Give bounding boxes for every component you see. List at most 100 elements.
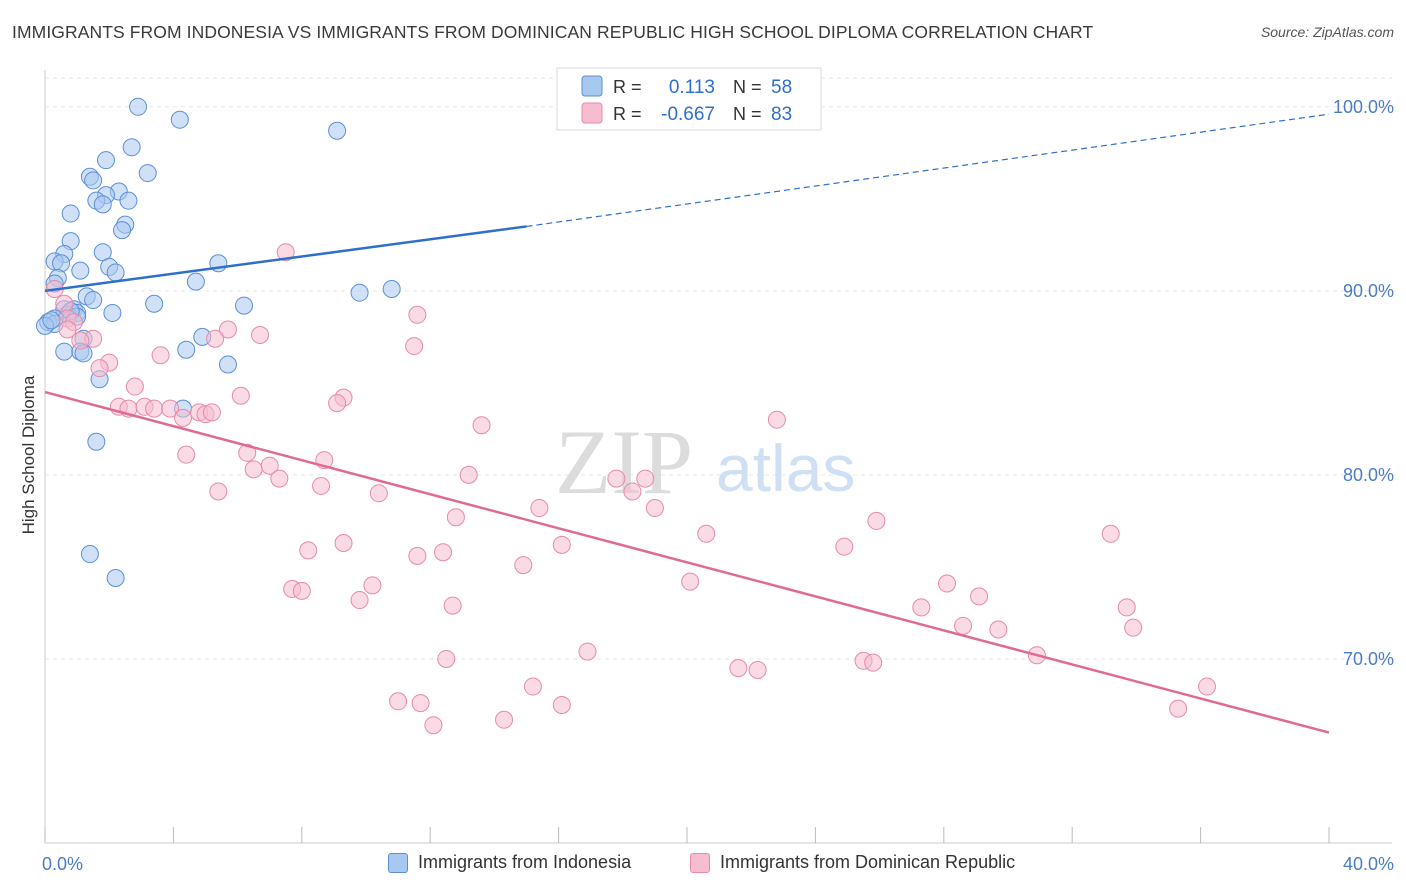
legend-box: R = 0.113 N = 58 R = -0.667 N = 83 xyxy=(556,67,822,131)
data-point xyxy=(292,581,311,600)
watermark-atlas: atlas xyxy=(716,431,855,505)
data-point xyxy=(96,151,115,170)
legend-r-value: 0.113 xyxy=(669,77,715,98)
legend-swatch-indonesia xyxy=(581,75,603,97)
data-point xyxy=(55,342,74,361)
data-point xyxy=(912,598,931,617)
source-label: Source: ZipAtlas.com xyxy=(1260,24,1394,40)
data-point xyxy=(1117,598,1136,617)
data-point xyxy=(106,263,125,282)
data-point xyxy=(607,469,626,488)
data-point xyxy=(443,596,462,615)
data-point xyxy=(177,445,196,464)
data-point xyxy=(244,460,263,479)
y-tick-label: 90.0% xyxy=(1343,281,1394,301)
legend-n-label: N = xyxy=(733,77,762,97)
data-point xyxy=(363,576,382,595)
data-point xyxy=(382,280,401,299)
data-point xyxy=(459,465,478,484)
data-point xyxy=(697,524,716,543)
data-point xyxy=(350,591,369,610)
data-point xyxy=(1101,524,1120,543)
data-point xyxy=(80,545,99,564)
legend-swatch-dominican xyxy=(690,852,710,873)
data-point xyxy=(867,511,886,530)
x-tick-label: 40.0% xyxy=(1343,854,1394,874)
data-point xyxy=(218,320,237,339)
data-point xyxy=(235,296,254,315)
data-point xyxy=(523,677,542,696)
data-point xyxy=(434,543,453,562)
data-point xyxy=(145,399,164,418)
watermark: ZIP atlas xyxy=(555,411,855,513)
data-point xyxy=(209,482,228,501)
data-point xyxy=(437,649,456,668)
data-point xyxy=(145,294,164,313)
data-point xyxy=(954,616,973,635)
data-point xyxy=(328,394,347,413)
data-point xyxy=(389,692,408,711)
data-point xyxy=(202,403,221,422)
data-point xyxy=(276,243,295,262)
data-point xyxy=(103,303,122,322)
data-point xyxy=(270,469,289,488)
y-tick-label: 70.0% xyxy=(1343,649,1394,669)
data-point xyxy=(681,572,700,591)
trend-line-indonesia-extension xyxy=(526,113,1330,228)
data-point xyxy=(552,535,571,554)
data-point xyxy=(334,534,353,553)
data-point xyxy=(411,694,430,713)
data-point xyxy=(55,294,74,313)
y-tick-labels: 70.0% 80.0% 90.0% 100.0% xyxy=(1333,97,1394,669)
data-point xyxy=(530,499,549,518)
data-point xyxy=(970,587,989,606)
data-point xyxy=(369,484,388,503)
data-point xyxy=(408,546,427,565)
data-point xyxy=(989,620,1008,639)
watermark-zip: ZIP xyxy=(555,411,693,513)
data-point xyxy=(299,541,318,560)
data-point xyxy=(186,272,205,291)
legend-r-value: -0.667 xyxy=(661,104,715,125)
data-point xyxy=(1198,677,1217,696)
trend-lines xyxy=(44,113,1330,734)
series-indonesia xyxy=(36,97,401,587)
data-point xyxy=(645,499,664,518)
data-point xyxy=(938,574,957,593)
legend-n-value: 58 xyxy=(771,77,792,98)
data-point xyxy=(122,138,141,157)
legend-n-value: 83 xyxy=(771,104,792,125)
legend-item-dominican: Immigrants from Dominican Republic xyxy=(690,852,1015,873)
data-point xyxy=(328,121,347,140)
x-tick-label: 0.0% xyxy=(42,854,83,874)
data-point xyxy=(312,476,331,495)
data-point xyxy=(151,346,170,365)
axes xyxy=(44,70,1392,844)
data-point xyxy=(424,716,443,735)
data-point xyxy=(408,305,427,324)
trend-line-dominican xyxy=(44,390,1330,734)
data-point xyxy=(93,195,112,214)
series-dominican xyxy=(45,243,1217,735)
data-point xyxy=(174,408,193,427)
legend-label-dominican: Immigrants from Dominican Republic xyxy=(720,852,1016,872)
data-point xyxy=(472,416,491,435)
x-tick-labels: 0.0% 40.0% xyxy=(42,854,1394,874)
data-point xyxy=(71,331,90,350)
data-point xyxy=(84,291,103,310)
data-point xyxy=(170,110,189,129)
data-point xyxy=(90,359,109,378)
y-tick-label: 80.0% xyxy=(1343,465,1394,485)
data-point xyxy=(835,537,854,556)
data-point xyxy=(87,432,106,451)
data-point xyxy=(729,659,748,678)
trend-line-indonesia xyxy=(44,225,527,293)
data-point xyxy=(125,377,144,396)
legend-n-label: N = xyxy=(733,104,762,124)
legend-swatch-dominican xyxy=(581,102,603,124)
data-point xyxy=(161,399,180,418)
chart-title: IMMIGRANTS FROM INDONESIA VS IMMIGRANTS … xyxy=(12,22,1094,42)
data-point xyxy=(1169,699,1188,718)
data-point xyxy=(206,329,225,348)
